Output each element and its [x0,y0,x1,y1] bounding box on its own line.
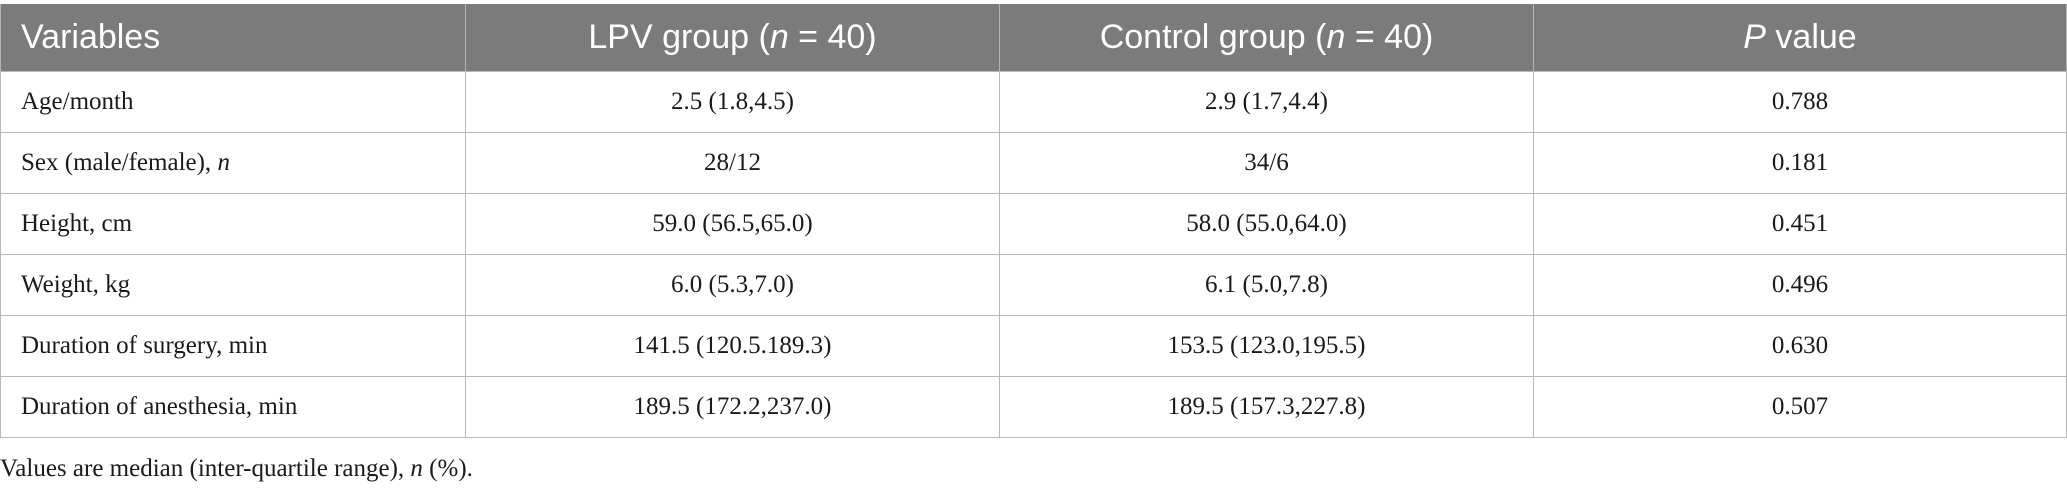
lpv-cell: 2.5 (1.8,4.5) [465,71,1000,133]
variable-cell: Duration of anesthesia, min [0,376,466,438]
table-row: Duration of anesthesia, min 189.5 (172.2… [0,376,2067,438]
control-cell: 6.1 (5.0,7.8) [999,254,1534,316]
control-cell: 58.0 (55.0,64.0) [999,193,1534,255]
header-row: Variables LPV group (n = 40) Control gro… [0,4,2067,72]
p-value-cell: 0.788 [1533,71,2067,133]
variable-cell: Age/month [0,71,466,133]
table-row: Height, cm 59.0 (56.5,65.0) 58.0 (55.0,6… [0,193,2067,255]
lpv-cell: 59.0 (56.5,65.0) [465,193,1000,255]
header-variables: Variables [0,4,466,72]
data-table: Variables LPV group (n = 40) Control gro… [0,4,2067,438]
lpv-cell: 6.0 (5.3,7.0) [465,254,1000,316]
table-row: Age/month 2.5 (1.8,4.5) 2.9 (1.7,4.4) 0.… [0,71,2067,133]
table-footnote: Values are median (inter-quartile range)… [0,455,473,482]
lpv-cell: 141.5 (120.5.189.3) [465,315,1000,377]
control-cell: 2.9 (1.7,4.4) [999,71,1534,133]
variable-cell: Duration of surgery, min [0,315,466,377]
header-p-value: P value [1533,4,2067,72]
p-value-cell: 0.630 [1533,315,2067,377]
header-control-group: Control group (n = 40) [999,4,1534,72]
variable-cell: Weight, kg [0,254,466,316]
variable-cell: Sex (male/female), n [0,132,466,194]
table-row: Sex (male/female), n 28/12 34/6 0.181 [0,132,2067,194]
lpv-cell: 189.5 (172.2,237.0) [465,376,1000,438]
control-cell: 189.5 (157.3,227.8) [999,376,1534,438]
table-row: Duration of surgery, min 141.5 (120.5.18… [0,315,2067,377]
p-value-cell: 0.496 [1533,254,2067,316]
control-cell: 153.5 (123.0,195.5) [999,315,1534,377]
header-lpv-group: LPV group (n = 40) [465,4,1000,72]
p-value-cell: 0.451 [1533,193,2067,255]
control-cell: 34/6 [999,132,1534,194]
table-row: Weight, kg 6.0 (5.3,7.0) 6.1 (5.0,7.8) 0… [0,254,2067,316]
variable-cell: Height, cm [0,193,466,255]
lpv-cell: 28/12 [465,132,1000,194]
p-value-cell: 0.507 [1533,376,2067,438]
p-value-cell: 0.181 [1533,132,2067,194]
